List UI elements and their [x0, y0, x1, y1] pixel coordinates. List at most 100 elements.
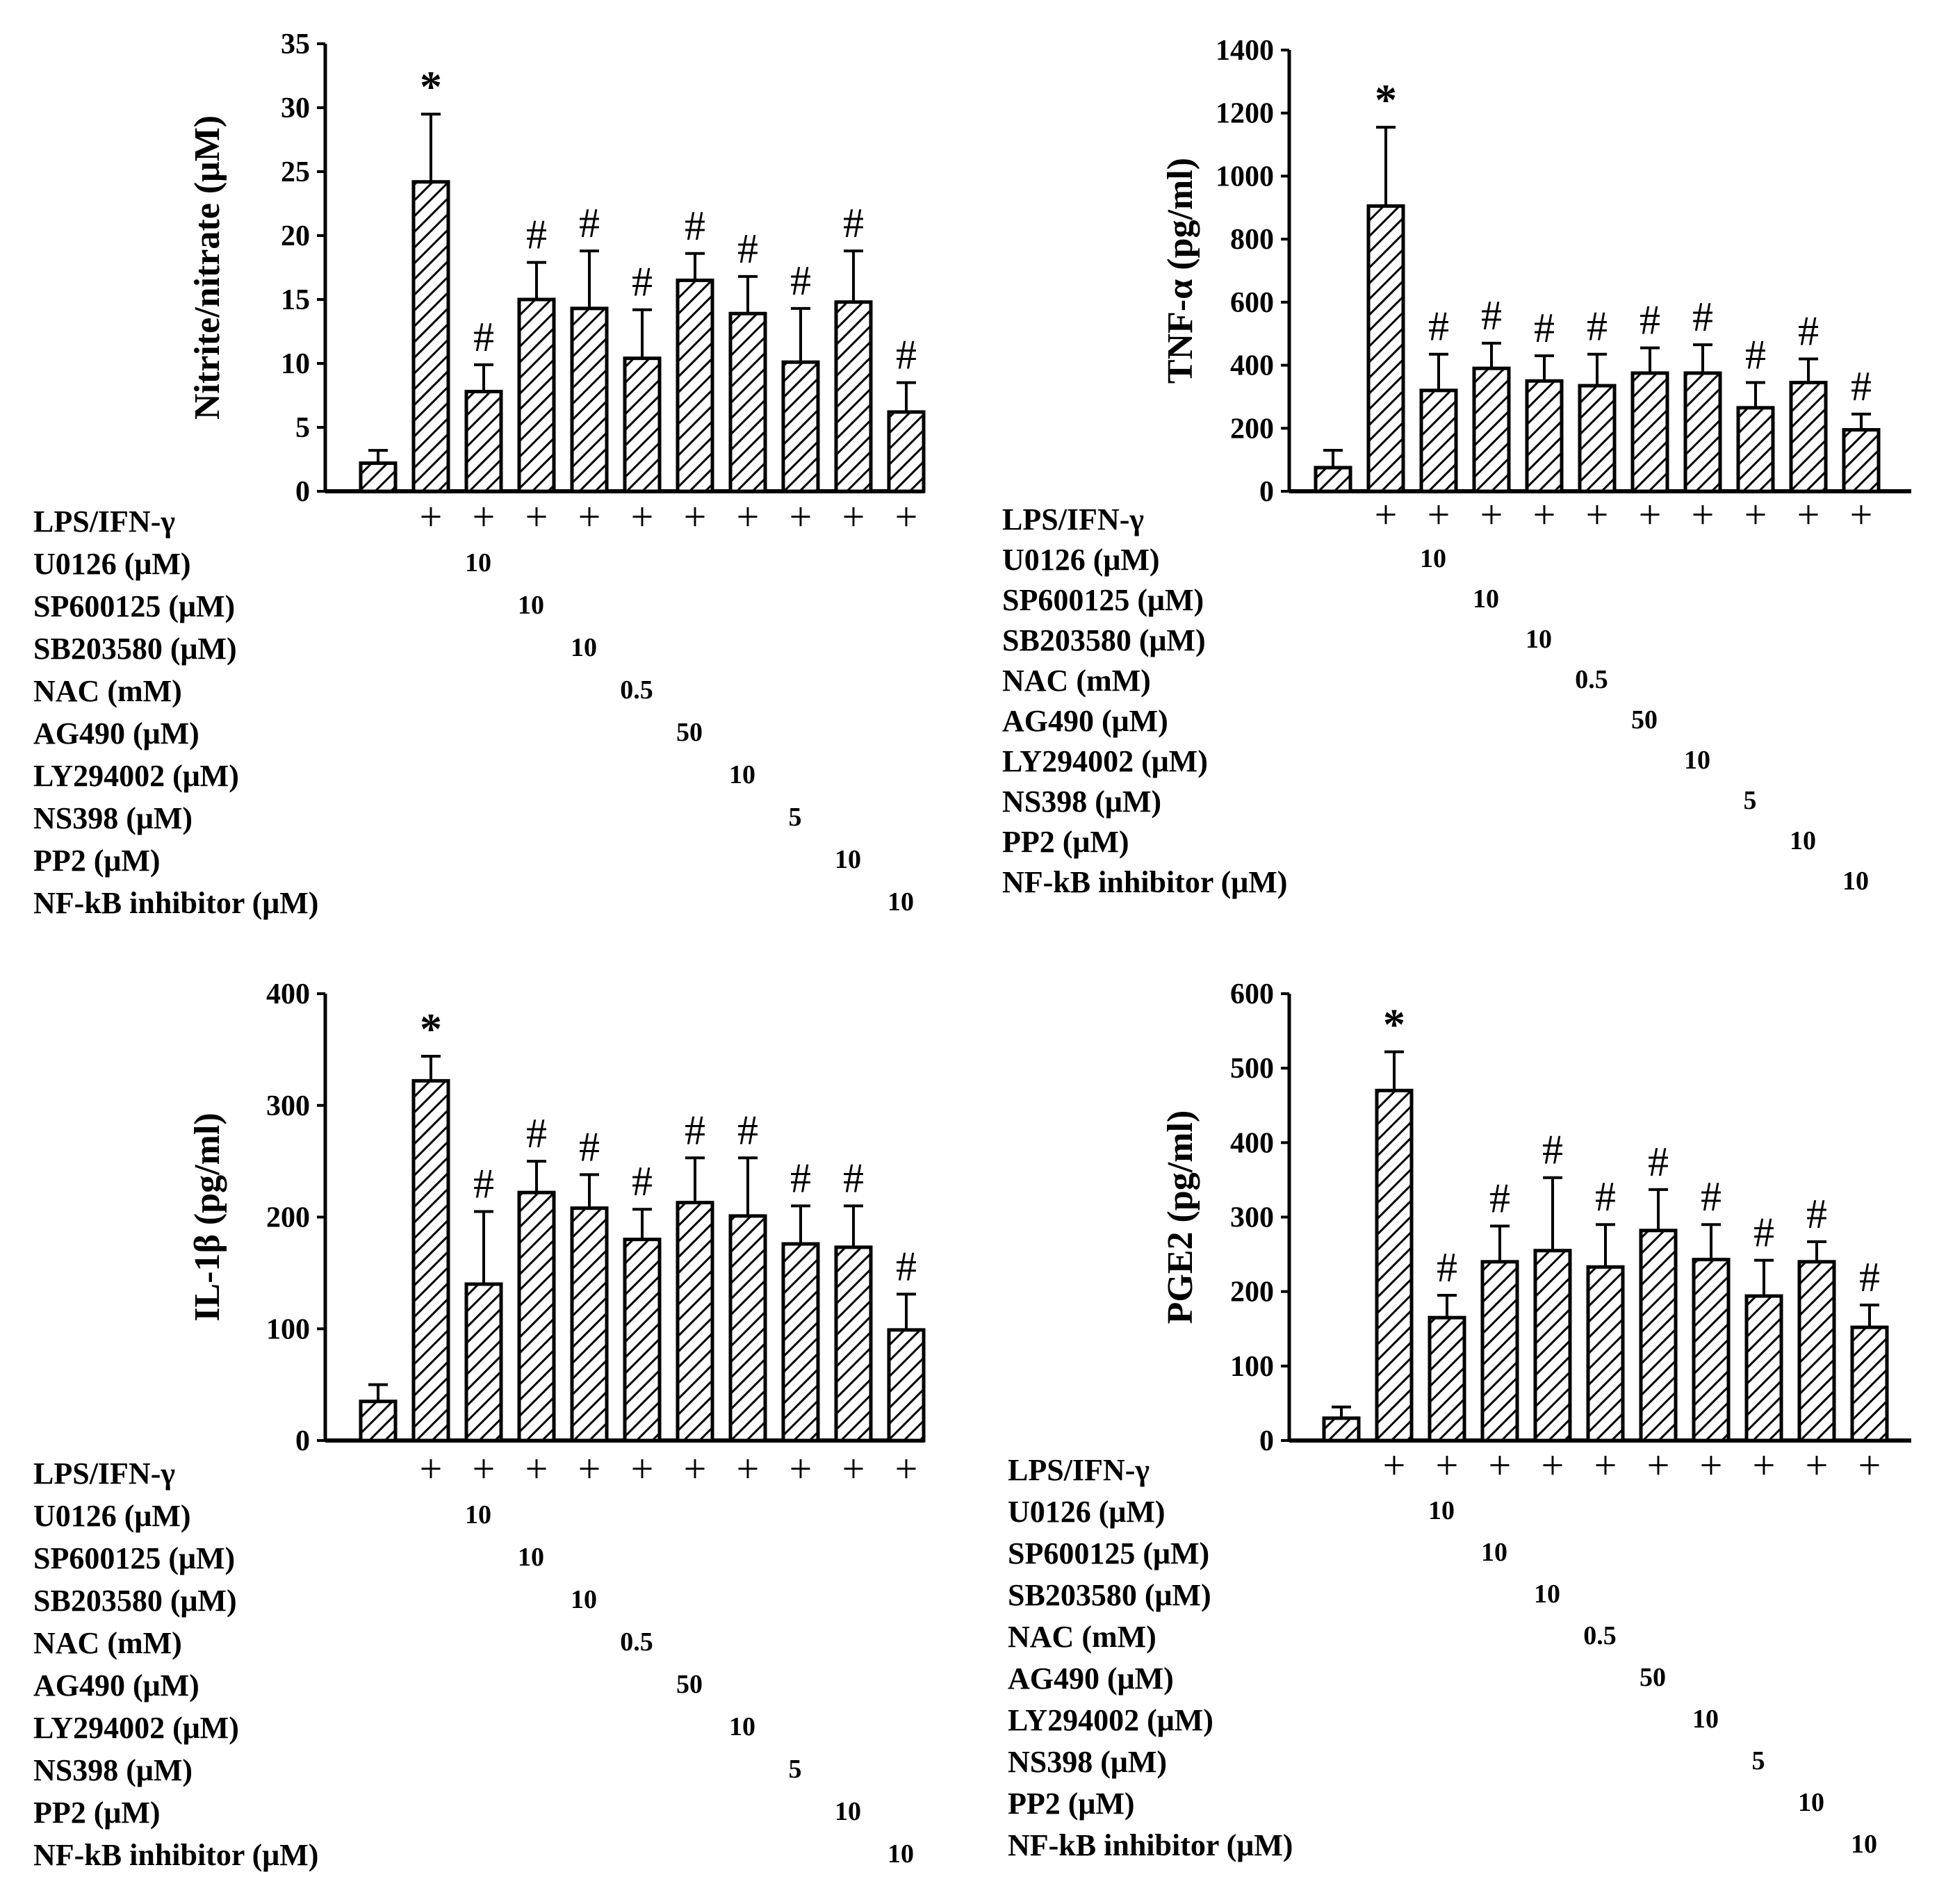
- bar-sp600125: [1480, 1260, 1519, 1443]
- bar-lps-ifn-: [1375, 1088, 1414, 1443]
- y-tick-label: 0: [295, 1425, 310, 1457]
- significance-star: *: [1375, 75, 1397, 124]
- y-tick-label: 0: [1259, 476, 1274, 508]
- treatment-row-label: U0126 (μM): [33, 1499, 191, 1533]
- significance-hash: #: [843, 1155, 864, 1201]
- treatment-row-label: SP600125 (μM): [1002, 583, 1204, 617]
- bar-nac: [1586, 1265, 1625, 1443]
- inhibitor-dose: 0.5: [1583, 1621, 1617, 1650]
- bar-lps-ifn-: [411, 180, 450, 493]
- treatment-row-label: LY294002 (μM): [33, 759, 239, 793]
- bar-nf-kb-inhibitor: [887, 410, 926, 493]
- y-axis-title: TNF-α (pg/ml): [1161, 158, 1200, 384]
- significance-hash: #: [1753, 1210, 1774, 1256]
- inhibitor-dose: 10: [888, 1839, 914, 1869]
- treatment-row-label: LY294002 (μM): [1002, 744, 1208, 778]
- bar-ns398: [1736, 406, 1775, 493]
- lps-plus-mark: +: [1436, 1443, 1459, 1488]
- significance-hash: #: [1595, 1174, 1616, 1220]
- lps-plus-mark: +: [631, 494, 654, 539]
- significance-hash: #: [843, 200, 864, 246]
- inhibitor-dose: 10: [1481, 1538, 1507, 1567]
- lps-plus-mark: +: [1383, 1443, 1406, 1488]
- lps-plus-mark: +: [684, 494, 707, 539]
- treatment-row-label: SB203580 (μM): [33, 1584, 237, 1618]
- y-tick-label: 20: [281, 220, 310, 252]
- inhibitor-dose: 10: [571, 633, 597, 662]
- treatment-row-label: SP600125 (μM): [1008, 1536, 1209, 1570]
- treatment-row-label: LPS/IFN-γ: [33, 1456, 175, 1491]
- inhibitor-dose: 10: [518, 1543, 544, 1572]
- bar-ns398: [781, 1242, 820, 1443]
- treatment-row-label: LY294002 (μM): [1008, 1703, 1213, 1737]
- bar-control: [359, 461, 398, 493]
- bar-pp2: [834, 300, 873, 493]
- inhibitor-dose: 0.5: [620, 1627, 653, 1657]
- bar-ag490: [676, 1201, 714, 1443]
- significance-hash: #: [1437, 1245, 1457, 1290]
- significance-hash: #: [1806, 1191, 1827, 1237]
- y-tick-label: 35: [281, 28, 310, 60]
- inhibitor-dose: 10: [1534, 1579, 1560, 1609]
- lps-plus-mark: +: [1586, 492, 1609, 537]
- treatment-row-label: NF-kB inhibitor (μM): [1002, 865, 1287, 899]
- treatment-row-label: NS398 (μM): [33, 1753, 193, 1787]
- y-tick-label: 25: [281, 156, 310, 188]
- treatment-row-label: U0126 (μM): [1008, 1495, 1166, 1529]
- lps-plus-mark: +: [1428, 492, 1450, 537]
- bar-sb203580: [1525, 379, 1564, 493]
- significance-hash: #: [1701, 1174, 1722, 1220]
- treatment-row-label: NS398 (μM): [1008, 1745, 1167, 1779]
- y-axis-title: PGE2 (pg/ml): [1161, 1110, 1200, 1324]
- treatment-row-label: SP600125 (μM): [33, 589, 235, 623]
- significance-hash: #: [896, 332, 917, 378]
- significance-hash: #: [685, 203, 705, 249]
- inhibitor-dose: 50: [1631, 705, 1658, 734]
- treatment-row-label: NS398 (μM): [1002, 785, 1161, 819]
- lps-plus-mark: +: [895, 494, 918, 539]
- significance-hash: #: [737, 226, 758, 272]
- significance-hash: #: [1859, 1254, 1880, 1300]
- treatment-row-label: NS398 (μM): [33, 801, 193, 835]
- bar-ns398: [1744, 1294, 1783, 1443]
- y-tick-label: 200: [266, 1202, 310, 1234]
- y-tick-label: 200: [1230, 1277, 1274, 1308]
- bar-sp600125: [1472, 366, 1511, 493]
- treatment-row-label: U0126 (μM): [1002, 543, 1160, 577]
- significance-hash: #: [790, 1155, 811, 1201]
- bar-ag490: [1630, 371, 1669, 493]
- y-tick-label: 600: [1230, 287, 1274, 319]
- inhibitor-dose: 10: [465, 1500, 491, 1529]
- lps-plus-mark: +: [1594, 1443, 1617, 1488]
- inhibitor-dose: 50: [676, 1670, 703, 1699]
- y-tick-label: 200: [1230, 413, 1274, 445]
- bar-sp600125: [517, 297, 556, 493]
- bar-lps-ifn-: [1366, 204, 1405, 493]
- lps-plus-mark: +: [1753, 1443, 1776, 1488]
- significance-hash: #: [1542, 1127, 1563, 1173]
- significance-hash: #: [579, 1124, 600, 1170]
- y-tick-label: 400: [1230, 1127, 1274, 1159]
- lps-plus-mark: +: [1744, 492, 1767, 537]
- significance-hash: #: [1798, 309, 1819, 354]
- significance-hash: #: [1851, 363, 1872, 409]
- lps-plus-mark: +: [1533, 492, 1556, 537]
- lps-plus-mark: +: [1850, 492, 1873, 537]
- bar-u0126: [464, 1282, 503, 1443]
- lps-plus-mark: +: [1692, 492, 1715, 537]
- y-axis-title: IL-1β (pg/ml): [188, 1113, 227, 1321]
- treatment-row-label: SB203580 (μM): [33, 632, 237, 666]
- treatment-row-label: NAC (mM): [33, 1626, 182, 1660]
- significance-hash: #: [1745, 332, 1766, 378]
- bar-u0126: [464, 389, 503, 493]
- lps-plus-mark: +: [631, 1446, 654, 1491]
- y-tick-label: 400: [1230, 350, 1274, 382]
- significance-hash: #: [1648, 1139, 1669, 1185]
- significance-hash: #: [1489, 1175, 1510, 1221]
- treatment-row-label: AG490 (μM): [33, 1668, 199, 1702]
- panel-pge2: 0 100 200 300 400 500 600 PGE2 (pg/ml) * # # # # # # # #…: [1008, 978, 1911, 1862]
- inhibitor-dose: 10: [835, 1797, 861, 1826]
- y-tick-label: 1200: [1216, 98, 1274, 130]
- bar-ag490: [1639, 1229, 1678, 1443]
